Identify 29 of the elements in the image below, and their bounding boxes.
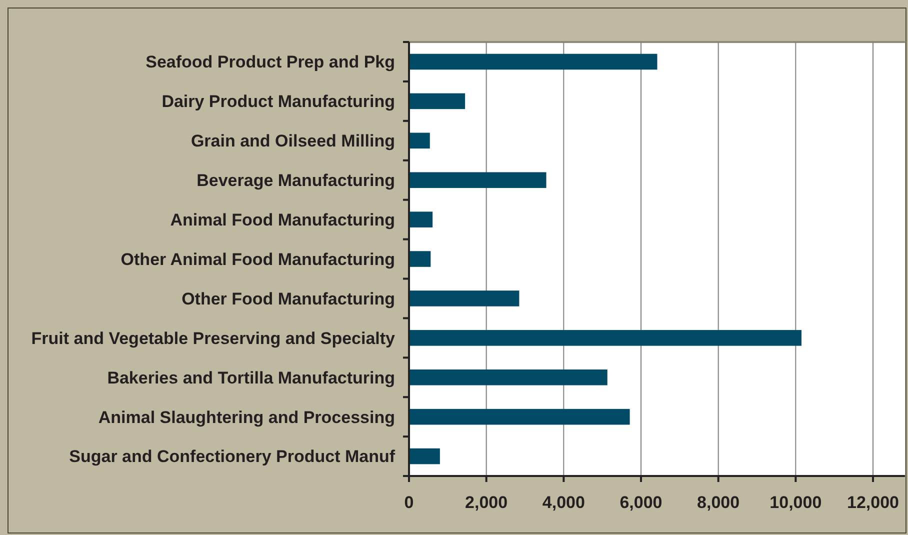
x-tick-label: 10,000 [770, 493, 822, 512]
bar [409, 290, 520, 306]
bar [409, 251, 431, 267]
y-tick-label: Seafood Product Prep and Pkg [146, 52, 395, 72]
bar [409, 93, 466, 110]
y-tick-label: Dairy Product Manufacturing [162, 92, 395, 112]
x-tick-label: 4,000 [542, 493, 585, 512]
y-tick-label: Beverage Manufacturing [196, 171, 395, 190]
y-tick-label: Animal Slaughtering and Processing [98, 408, 395, 427]
bar [409, 172, 546, 188]
y-tick-label: Bakeries and Tortilla Manufacturing [107, 368, 395, 388]
bar [409, 54, 658, 70]
y-tick-label: Fruit and Vegetable Preserving and Specialty [31, 328, 396, 348]
y-tick-label: Animal Food Manufacturing [170, 210, 395, 230]
y-tick-label: Sugar and Confectionery Product Manuf [69, 447, 396, 466]
y-tick-label: Other Animal Food Manufacturing [120, 250, 395, 269]
bar [409, 369, 608, 386]
x-tick-label: 8,000 [697, 493, 740, 512]
x-tick-label: 0 [404, 493, 414, 512]
bar [409, 132, 430, 149]
x-tick-label: 12,000 [847, 493, 899, 512]
y-tick-label: Other Food Manufacturing [182, 289, 395, 308]
bar [409, 448, 440, 464]
x-tick-label: 6,000 [620, 493, 662, 512]
x-tick-label: 2,000 [465, 493, 508, 512]
y-tick-label: Grain and Oilseed Milling [190, 132, 395, 151]
bar [409, 212, 433, 228]
bar [409, 330, 802, 346]
bar [409, 408, 630, 425]
